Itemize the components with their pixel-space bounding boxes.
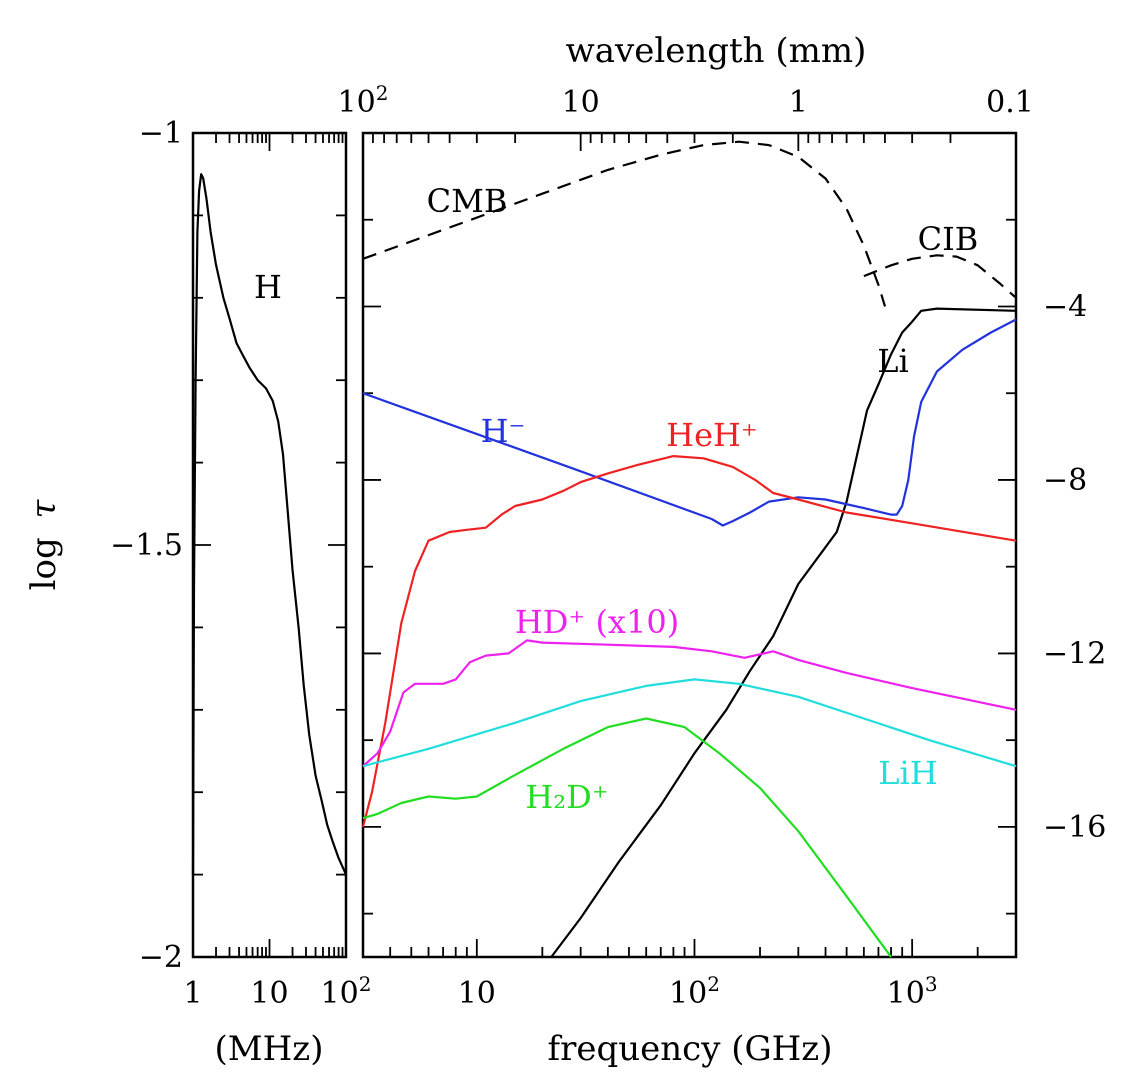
series-line-H2D <box>362 717 892 958</box>
right-y-tick-labels: −4 −8 −12 −16 <box>1043 289 1106 844</box>
series-line-Li <box>550 307 1017 958</box>
series-label-CIB: CIB <box>918 220 979 258</box>
bottom-x-tick-label: 102 <box>669 972 720 1011</box>
series-label-HD: HD⁺ (x10) <box>515 603 679 641</box>
left-panel: −1 −1.5 −2 1 10 102 (MHz) log τ H <box>24 116 371 1069</box>
left-y-tick-labels: −1 −1.5 −2 <box>110 116 183 975</box>
left-y-tick-label: −1.5 <box>110 528 183 563</box>
right-plot-frame <box>361 131 1018 959</box>
series-line-LiH <box>362 678 1017 768</box>
series-line-CMB <box>362 140 887 307</box>
series-line-H <box>191 173 348 876</box>
series-line-CIB <box>863 254 1017 299</box>
y-axis-label: log τ <box>24 498 64 590</box>
series-label-H2D: H₂D⁺ <box>525 778 608 816</box>
right-panel: −4−8−12−16 10 102 103 102 10 1 0.1 frequency … <box>338 31 1107 1069</box>
x-axis-label: frequency (GHz) <box>548 1029 833 1069</box>
series-label-H: H⁻ <box>481 412 526 450</box>
series-line-HeH <box>361 455 1017 828</box>
left-y-tick-label: −1 <box>139 116 183 151</box>
left-plot-frame <box>191 131 348 959</box>
right-y-tick-label: −8 <box>1043 463 1087 498</box>
series-label-LiH: LiH <box>878 754 937 792</box>
top-x-tick-label: 102 <box>338 81 389 120</box>
right-series-group <box>361 140 1017 958</box>
left-x-tick-label: 102 <box>321 972 372 1011</box>
bottom-x-tick-label: 10 <box>458 976 496 1011</box>
right-y-tick-label: −4 <box>1043 289 1087 324</box>
top-x-tick-labels: 102 10 1 0.1 <box>338 81 1034 120</box>
top-x-axis-label: wavelength (mm) <box>566 31 867 71</box>
right-y-tick-label: −16 <box>1043 810 1106 845</box>
series-label-Li: Li <box>877 342 908 380</box>
series-label-CMB: CMB <box>427 182 508 220</box>
right-x-tick-labels: 10 102 103 <box>458 972 938 1011</box>
bottom-x-tick-label: 103 <box>887 972 938 1011</box>
top-x-tick-label: 10 <box>562 85 600 120</box>
series-labels: CMB CIB Li H⁻ HeH⁺ HD⁺ (x10) LiH H₂D⁺ <box>427 182 979 816</box>
series-label-HeH: HeH⁺ <box>666 416 758 454</box>
left-x-tick-label: 1 <box>183 976 202 1011</box>
top-x-tick-label: 0.1 <box>986 85 1034 120</box>
series-label-H: H <box>254 268 282 306</box>
left-x-axis-label: (MHz) <box>215 1029 324 1069</box>
left-tick-marks <box>192 133 346 957</box>
top-x-tick-label: 1 <box>789 85 808 120</box>
left-y-tick-label: −2 <box>139 940 183 975</box>
series-line-HD <box>362 639 1017 768</box>
series-line-H <box>362 318 1017 527</box>
left-x-tick-labels: 1 10 102 <box>183 972 371 1011</box>
left-series-group <box>191 173 348 876</box>
right-y-tick-label: −12 <box>1043 636 1106 671</box>
left-x-tick-label: 10 <box>250 976 288 1011</box>
